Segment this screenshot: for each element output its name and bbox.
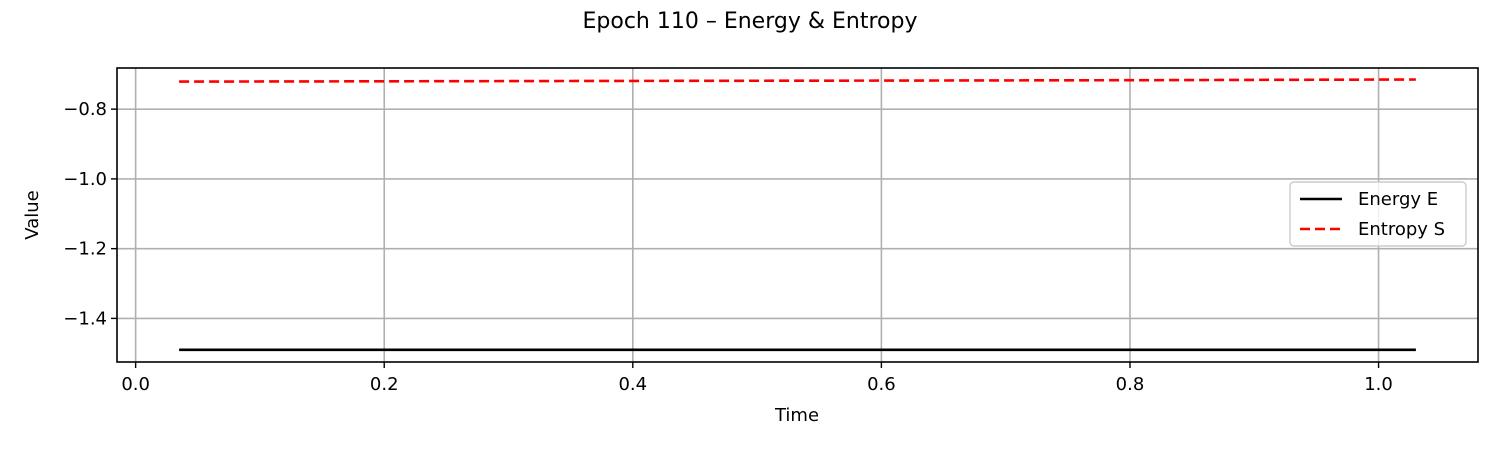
y-tick-label: −1.4 xyxy=(63,308,107,329)
x-tick-label: 0.6 xyxy=(867,374,896,395)
y-tick-label: −0.8 xyxy=(63,99,107,120)
series-lines xyxy=(179,78,1416,352)
chart-title: Epoch 110 – Energy & Entropy xyxy=(583,9,918,34)
y-tick-label: −1.2 xyxy=(63,239,107,260)
legend: Energy E Entropy S xyxy=(1289,181,1467,247)
x-tick-label: 0.2 xyxy=(370,374,399,395)
legend-label-energy: Energy E xyxy=(1358,189,1438,210)
x-tick-label: 0.0 xyxy=(121,374,150,395)
x-tick-label: 0.4 xyxy=(618,374,647,395)
x-tick-label: 1.0 xyxy=(1364,374,1393,395)
legend-label-entropy: Entropy S xyxy=(1358,219,1445,240)
y-tick-label: −1.0 xyxy=(63,169,107,190)
plot-frame xyxy=(116,67,1479,363)
x-axis-label: Time xyxy=(774,405,819,426)
x-tick-label: 0.8 xyxy=(1116,374,1145,395)
series-line-entropy xyxy=(179,78,1416,83)
y-axis-label: Value xyxy=(22,190,43,239)
grid xyxy=(117,68,1478,362)
axis-ticks: 0.0 0.2 0.4 0.6 0.8 1.0 −0.8 −1.0 −1.2 −1.4 xyxy=(63,99,1393,395)
